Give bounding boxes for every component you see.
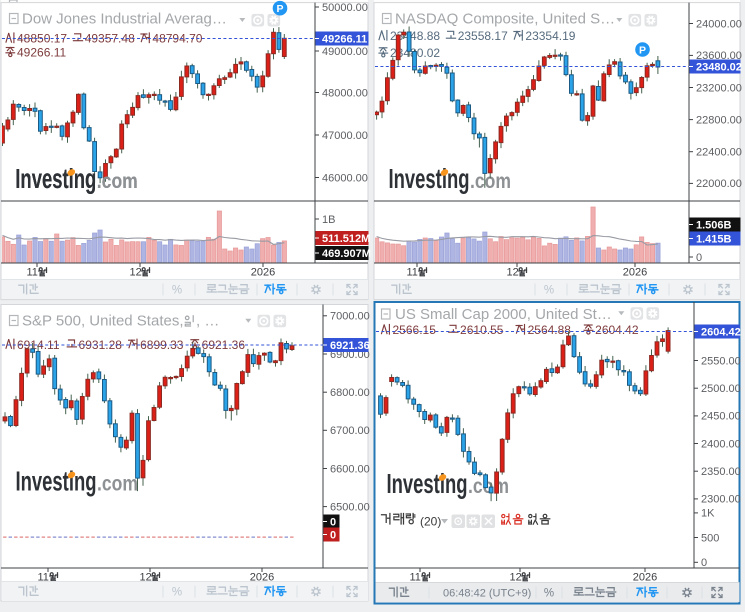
svg-text:2350.00: 2350.00 <box>701 466 741 478</box>
svg-text:Investing: Investing <box>15 163 96 194</box>
svg-text:6500.00: 6500.00 <box>330 501 370 513</box>
svg-text:11: 11 <box>27 267 38 279</box>
svg-text:0: 0 <box>701 557 707 569</box>
svg-text:23200.00: 23200.00 <box>696 82 742 94</box>
svg-text:2610.55: 2610.55 <box>460 323 504 337</box>
svg-text:.com: .com <box>470 170 511 193</box>
svg-text:2450.00: 2450.00 <box>701 411 741 423</box>
svg-text:12: 12 <box>140 572 152 584</box>
svg-text:23480.02: 23480.02 <box>696 61 742 73</box>
svg-text:2604.42: 2604.42 <box>701 326 741 338</box>
svg-text:%: % <box>172 587 182 599</box>
svg-text:50000.00: 50000.00 <box>322 2 368 14</box>
svg-text:12: 12 <box>507 267 519 279</box>
svg-text:6899.33: 6899.33 <box>140 338 184 352</box>
svg-text:12: 12 <box>130 267 142 279</box>
svg-text:22400.00: 22400.00 <box>696 147 742 159</box>
svg-text:22800.00: 22800.00 <box>696 114 742 126</box>
svg-text:US Small Cap 2000, United St…: US Small Cap 2000, United St… <box>395 306 612 323</box>
svg-text:6700.00: 6700.00 <box>330 425 370 437</box>
svg-text:2566.15: 2566.15 <box>393 323 437 337</box>
svg-text:23600.00: 23600.00 <box>696 50 742 62</box>
svg-text:Dow Jones Industrial Averag…: Dow Jones Industrial Averag… <box>22 11 227 28</box>
svg-text:6921.36: 6921.36 <box>330 340 370 352</box>
svg-text:24000.00: 24000.00 <box>696 18 742 30</box>
svg-text:11: 11 <box>407 267 418 279</box>
svg-text:2400.00: 2400.00 <box>701 438 741 450</box>
svg-text:46000.00: 46000.00 <box>322 172 368 184</box>
svg-text:11: 11 <box>38 572 49 584</box>
svg-text:511.512M: 511.512M <box>322 233 370 245</box>
svg-text:P: P <box>276 3 283 15</box>
svg-text:0: 0 <box>330 529 336 541</box>
svg-text:0: 0 <box>330 516 336 528</box>
svg-text:0: 0 <box>696 252 702 264</box>
svg-text:12: 12 <box>510 572 522 584</box>
svg-text:49357.48: 49357.48 <box>85 32 135 46</box>
svg-text:49000.00: 49000.00 <box>322 46 368 58</box>
svg-text:Investing: Investing <box>389 163 470 194</box>
svg-text:47000.00: 47000.00 <box>322 130 368 142</box>
svg-text:2026: 2026 <box>623 267 647 279</box>
svg-text:469.907M: 469.907M <box>322 248 371 260</box>
svg-text:6600.00: 6600.00 <box>330 463 370 475</box>
svg-text:2026: 2026 <box>633 572 657 584</box>
svg-text:6800.00: 6800.00 <box>330 387 370 399</box>
svg-text:2550.00: 2550.00 <box>701 355 741 367</box>
svg-text:1B: 1B <box>322 214 335 226</box>
svg-text:.com: .com <box>97 473 138 496</box>
svg-text:%: % <box>544 285 554 297</box>
svg-text:11: 11 <box>410 572 421 584</box>
svg-text:2604.42: 2604.42 <box>595 323 639 337</box>
svg-text:%: % <box>172 285 182 297</box>
svg-text:48000.00: 48000.00 <box>322 87 368 99</box>
svg-text:1.415B: 1.415B <box>696 233 732 245</box>
svg-text:2026: 2026 <box>250 572 274 584</box>
svg-text:7000.00: 7000.00 <box>330 311 370 323</box>
svg-text:NASDAQ Composite, United S…: NASDAQ Composite, United S… <box>395 11 615 28</box>
svg-text:49266.11: 49266.11 <box>322 33 367 45</box>
svg-text:23558.17: 23558.17 <box>458 29 508 43</box>
svg-text:2500.00: 2500.00 <box>701 383 741 395</box>
svg-text:49266.11: 49266.11 <box>17 46 66 60</box>
svg-text:2564.88: 2564.88 <box>528 323 572 337</box>
svg-text:22000.00: 22000.00 <box>696 178 742 190</box>
svg-text:.com: .com <box>97 170 138 193</box>
svg-text:23354.19: 23354.19 <box>525 29 575 43</box>
svg-text:%: % <box>544 588 554 600</box>
svg-text:2026: 2026 <box>251 267 275 279</box>
svg-text:P: P <box>639 44 646 56</box>
svg-text:Investing: Investing <box>15 163 96 194</box>
svg-text:Investing: Investing <box>16 466 97 497</box>
svg-text:1K: 1K <box>701 508 715 520</box>
svg-text:500: 500 <box>701 532 719 544</box>
svg-text:, …: , … <box>196 313 219 330</box>
svg-text:06:48:42 (UTC+9): 06:48:42 (UTC+9) <box>443 588 531 600</box>
svg-text:.com: .com <box>468 475 509 498</box>
svg-text:S&P 500, United States,: S&P 500, United States, <box>22 313 184 330</box>
svg-text:2300.00: 2300.00 <box>701 494 741 506</box>
svg-text:1.506B: 1.506B <box>696 219 732 231</box>
svg-text:Investing: Investing <box>387 468 468 499</box>
svg-text:(20): (20) <box>420 515 441 529</box>
